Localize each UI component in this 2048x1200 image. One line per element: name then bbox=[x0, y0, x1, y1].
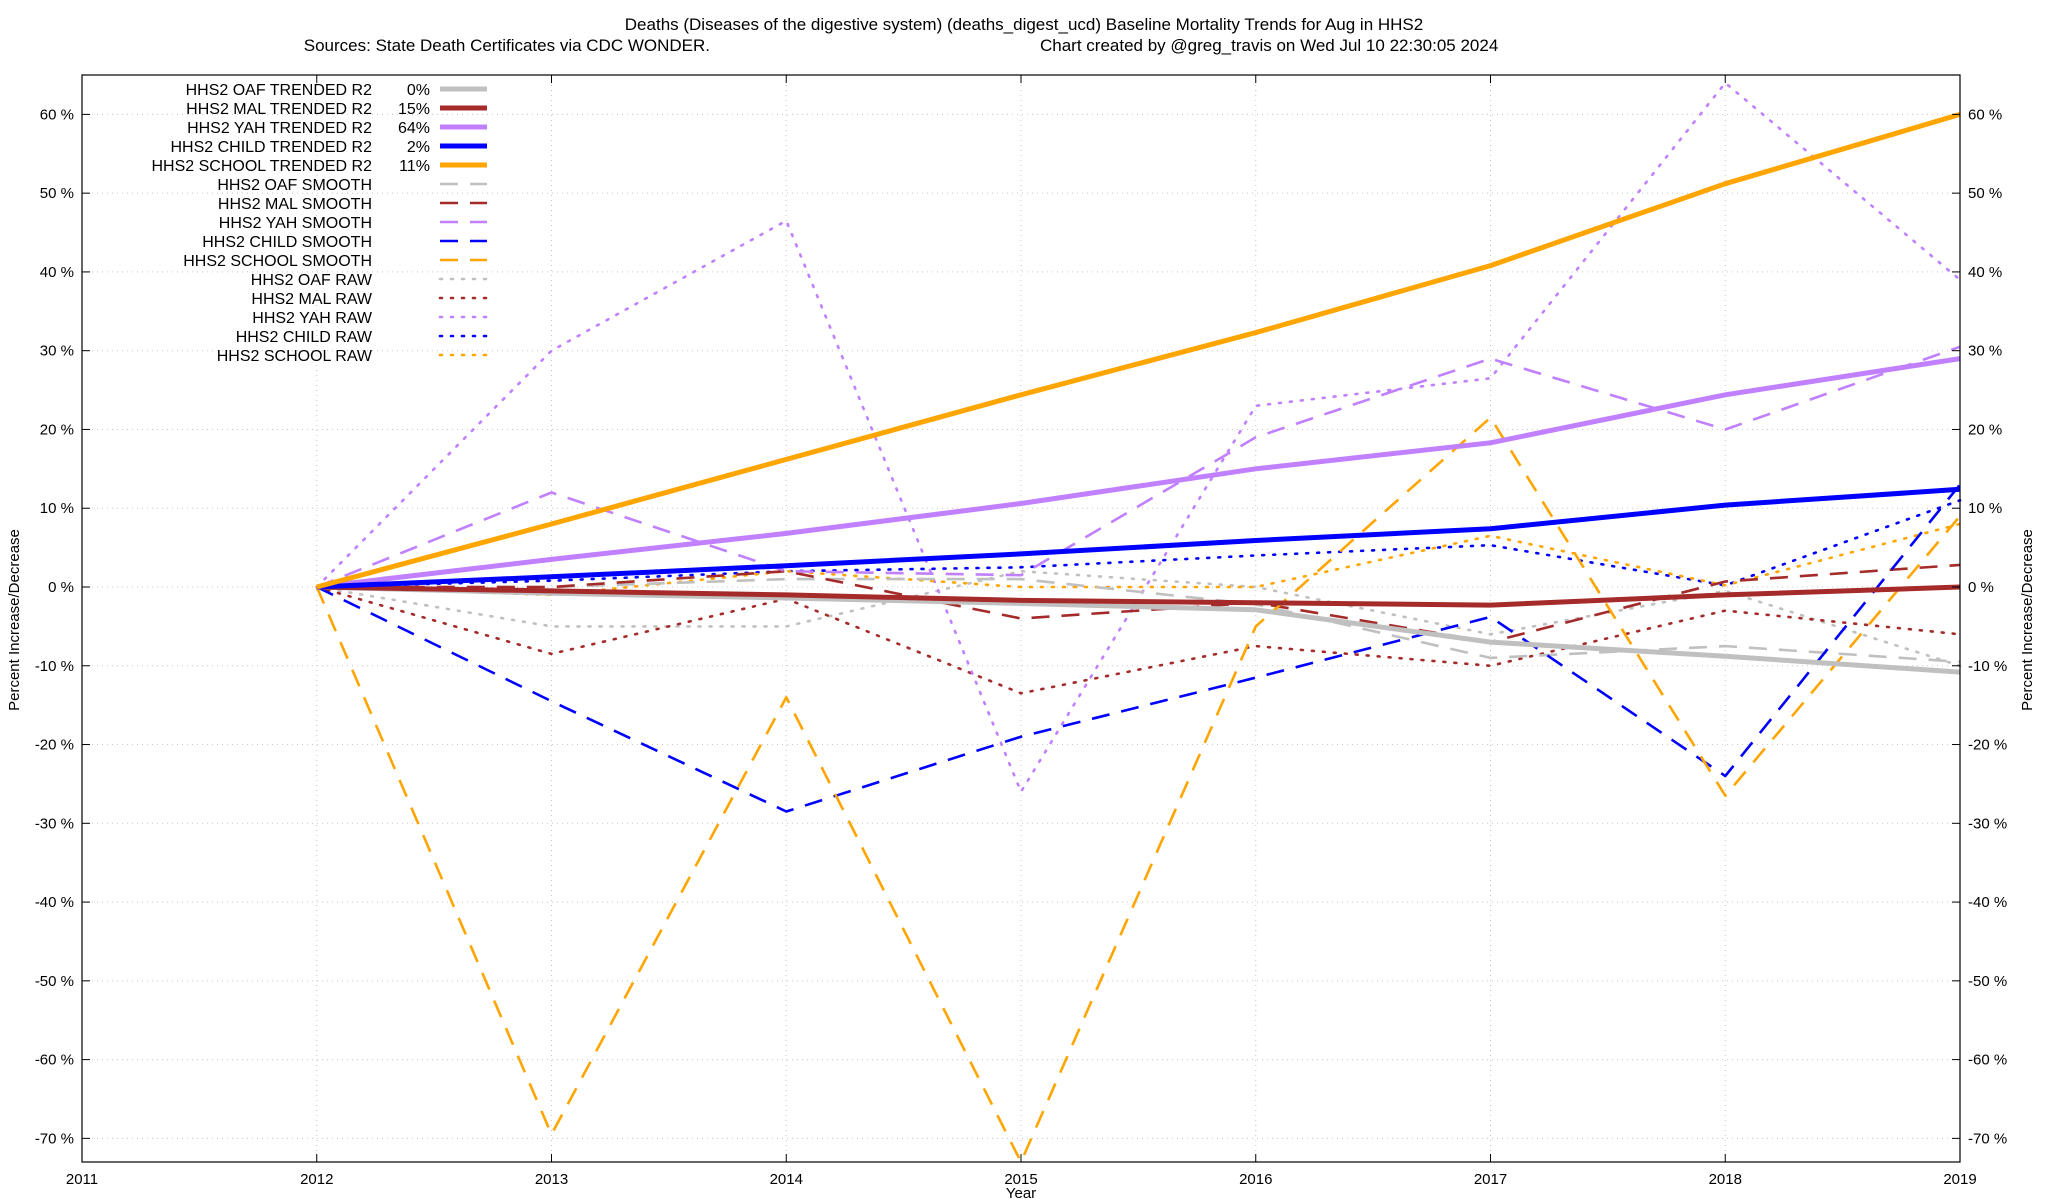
series-line-hhs2-oaf-smooth bbox=[316, 577, 1961, 664]
x-tick-label: 2011 bbox=[66, 1171, 98, 1188]
legend-label-hhs2-child-raw: HHS2 CHILD RAW bbox=[236, 329, 373, 346]
legend-label-hhs2-yah-trended-r2: HHS2 YAH TRENDED R2 bbox=[187, 120, 372, 137]
series-line-hhs2-school-smooth bbox=[315, 416, 1961, 1164]
legend-label-hhs2-oaf-raw: HHS2 OAF RAW bbox=[251, 272, 373, 289]
legend-label-hhs2-child-smooth: HHS2 CHILD SMOOTH bbox=[202, 234, 372, 251]
chart-subtitle-sources: Sources: State Death Certificates via CD… bbox=[304, 36, 710, 55]
y-tick-label-left: -60 % bbox=[35, 1052, 74, 1069]
y-tick-label-left: 60 % bbox=[40, 106, 74, 123]
y-tick-label-left: -10 % bbox=[35, 658, 74, 675]
y-tick-label-right: -60 % bbox=[1968, 1052, 2007, 1069]
x-tick-label: 2017 bbox=[1474, 1171, 1507, 1188]
x-tick-label: 2013 bbox=[535, 1171, 568, 1188]
y-tick-label-right: -30 % bbox=[1968, 815, 2007, 832]
y-tick-label-right: -70 % bbox=[1968, 1130, 2007, 1147]
y-tick-label-right: 60 % bbox=[1968, 106, 2002, 123]
y-tick-label-left: 50 % bbox=[40, 185, 74, 202]
axes-layer: 2011 2012 2013 2014 2015 2016 2017 2018 2019 60 %… bbox=[35, 75, 2007, 1188]
x-tick-label: 2015 bbox=[1004, 1171, 1037, 1188]
legend-r2-hhs2-yah-trended-r2: 64% bbox=[398, 120, 430, 137]
legend-label-hhs2-oaf-smooth: HHS2 OAF SMOOTH bbox=[217, 177, 372, 194]
y-tick-label-right: -50 % bbox=[1968, 973, 2007, 990]
y-tick-label-left: 10 % bbox=[40, 500, 74, 517]
y-tick-label-left: -30 % bbox=[35, 815, 74, 832]
y-tick-label-right: -40 % bbox=[1968, 894, 2007, 911]
series-line-hhs2-mal-smooth bbox=[316, 563, 1961, 644]
series-line-hhs2-child-smooth bbox=[316, 483, 1962, 813]
y-tick-label-left: 20 % bbox=[40, 421, 74, 438]
y-tick-label-right: 30 % bbox=[1968, 343, 2002, 360]
series-line-hhs2-oaf-trended-r2 bbox=[316, 584, 1961, 675]
legend-label-hhs2-school-trended-r2: HHS2 SCHOOL TRENDED R2 bbox=[152, 158, 373, 175]
legend-label-hhs2-mal-raw: HHS2 MAL RAW bbox=[251, 291, 373, 308]
y-tick-label-left: -40 % bbox=[35, 894, 74, 911]
legend-r2-hhs2-mal-trended-r2: 15% bbox=[398, 101, 430, 118]
x-tick-label: 2016 bbox=[1239, 1171, 1272, 1188]
y-tick-label-right: 20 % bbox=[1968, 421, 2002, 438]
legend-label-hhs2-oaf-trended-r2: HHS2 OAF TRENDED R2 bbox=[186, 82, 373, 99]
x-tick-label: 2012 bbox=[300, 1171, 333, 1188]
series-line-hhs2-yah-trended-r2 bbox=[316, 356, 1961, 590]
legend-label-hhs2-mal-trended-r2: HHS2 MAL TRENDED R2 bbox=[186, 101, 372, 118]
x-tick-label: 2019 bbox=[1943, 1171, 1976, 1188]
y-tick-label-right: 50 % bbox=[1968, 185, 2002, 202]
legend-label-hhs2-mal-smooth: HHS2 MAL SMOOTH bbox=[218, 196, 372, 213]
series-line-hhs2-school-trended-r2 bbox=[316, 112, 1961, 590]
series-line-hhs2-mal-raw bbox=[315, 585, 1962, 695]
legend-label-hhs2-yah-smooth: HHS2 YAH SMOOTH bbox=[219, 215, 372, 232]
y-tick-label-right: -10 % bbox=[1968, 658, 2007, 675]
y-tick-label-left: -50 % bbox=[35, 973, 74, 990]
y-tick-label-left: 0 % bbox=[48, 579, 74, 596]
y-tick-label-left: -70 % bbox=[35, 1130, 74, 1147]
y-tick-label-right: 0 % bbox=[1968, 579, 1994, 596]
y-tick-label-left: 40 % bbox=[40, 264, 74, 281]
legend-r2-hhs2-child-trended-r2: 2% bbox=[407, 139, 430, 156]
y-tick-label-left: -20 % bbox=[35, 737, 74, 754]
x-tick-label: 2018 bbox=[1709, 1171, 1742, 1188]
legend: HHS2 OAF TRENDED R2 0% HHS2 MAL TRENDED R2… bbox=[152, 82, 489, 365]
y-axis-label-right: Percent Increase/Decrease bbox=[2019, 529, 2036, 711]
legend-label-hhs2-yah-raw: HHS2 YAH RAW bbox=[252, 310, 373, 327]
legend-r2-hhs2-school-trended-r2: 11% bbox=[399, 158, 430, 175]
y-tick-label-right: -20 % bbox=[1968, 737, 2007, 754]
x-tick-label: 2014 bbox=[770, 1171, 803, 1188]
x-axis-label: Year bbox=[1006, 1185, 1036, 1200]
series-line-hhs2-child-raw bbox=[315, 498, 1962, 589]
series-line-hhs2-mal-trended-r2 bbox=[316, 584, 1961, 608]
y-tick-label-right: 10 % bbox=[1968, 500, 2002, 517]
series-line-hhs2-child-trended-r2 bbox=[316, 486, 1961, 590]
y-axis-label-left: Percent Increase/Decrease bbox=[6, 529, 23, 711]
grid-layer bbox=[82, 75, 1960, 1162]
chart-subtitle-credit: Chart created by @greg_travis on Wed Jul… bbox=[1040, 36, 1498, 55]
series-layer bbox=[315, 81, 1962, 1164]
series-line-hhs2-yah-raw bbox=[315, 81, 1962, 794]
series-line-hhs2-yah-smooth bbox=[316, 345, 1961, 589]
legend-r2-hhs2-oaf-trended-r2: 0% bbox=[407, 82, 430, 99]
legend-label-hhs2-school-smooth: HHS2 SCHOOL SMOOTH bbox=[183, 253, 372, 270]
y-tick-label-left: 30 % bbox=[40, 343, 74, 360]
chart-title: Deaths (Diseases of the digestive system… bbox=[625, 15, 1423, 34]
legend-label-hhs2-school-raw: HHS2 SCHOOL RAW bbox=[217, 348, 373, 365]
y-tick-label-right: 40 % bbox=[1968, 264, 2002, 281]
legend-label-hhs2-child-trended-r2: HHS2 CHILD TRENDED R2 bbox=[170, 139, 372, 156]
